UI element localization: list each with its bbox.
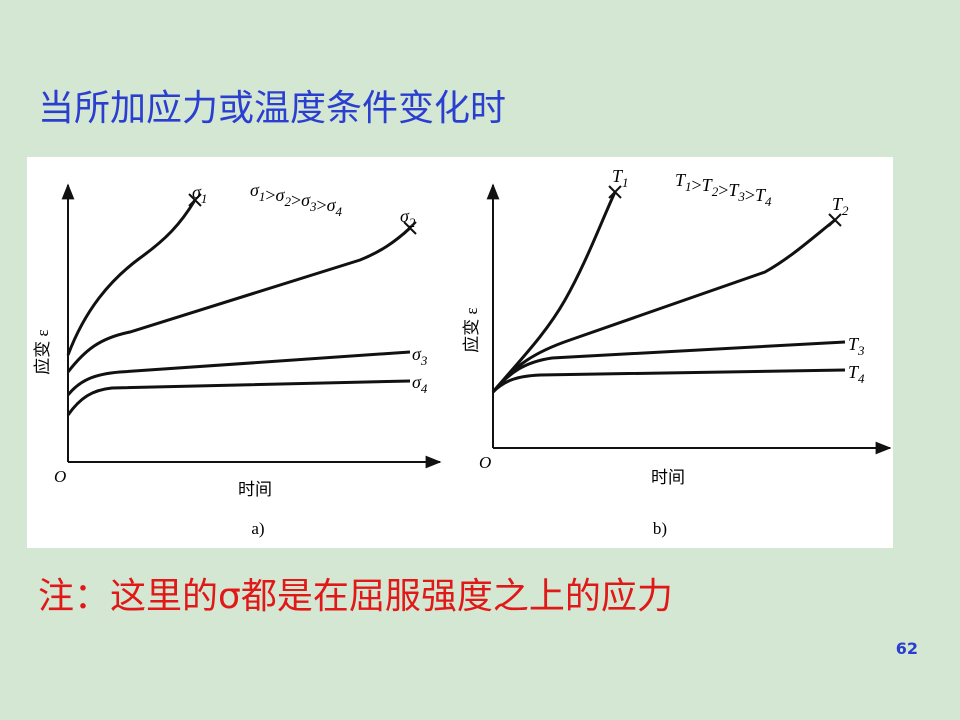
origin-label: O <box>479 453 491 472</box>
curve <box>491 191 617 393</box>
curve-label: T2 <box>832 194 849 218</box>
subscript: 3 <box>420 353 428 368</box>
page-number: 62 <box>896 639 918 658</box>
subscript: 2 <box>409 215 416 230</box>
symbol: T <box>848 334 860 354</box>
curve <box>491 368 846 394</box>
figure-background <box>27 157 893 548</box>
fracture-mark <box>828 213 842 227</box>
subscript: 2 <box>712 184 719 199</box>
symbol: σ <box>301 190 311 210</box>
subscript: 1 <box>685 179 692 194</box>
symbol: T <box>848 362 860 382</box>
curve-label: σ3 <box>412 344 428 368</box>
curve-label: T4 <box>848 362 865 386</box>
subscript: 2 <box>842 203 849 218</box>
condition: T1>T2>T3>T4 <box>675 170 772 209</box>
symbol: σ <box>327 195 337 215</box>
curve-label: σ2 <box>400 206 416 230</box>
symbol: T <box>755 185 767 205</box>
curve <box>491 218 836 393</box>
curve <box>66 379 411 416</box>
x-axis-label: 时间 <box>238 480 272 499</box>
subscript: 2 <box>284 194 291 209</box>
symbol: T <box>728 180 740 200</box>
subscript: 4 <box>336 204 343 219</box>
condition: σ1>σ2>σ3>σ4 <box>250 180 343 219</box>
subscript: 1 <box>622 175 629 190</box>
y-axis-label: 应变 ε <box>462 307 481 352</box>
separator: > <box>745 185 755 205</box>
symbol: σ <box>276 185 286 205</box>
panel-caption: b) <box>653 519 667 538</box>
fracture-mark <box>403 221 417 235</box>
slide-title: 当所加应力或温度条件变化时 <box>38 88 506 129</box>
subscript: 1 <box>201 191 208 206</box>
curve <box>66 226 412 373</box>
symbol: σ <box>400 206 410 226</box>
separator: > <box>692 175 702 195</box>
note: 注：这里的σ都是在屈服强度之上的应力 <box>38 576 673 617</box>
origin-label: O <box>54 467 66 486</box>
subscript: 1 <box>259 189 266 204</box>
symbol: T <box>702 175 714 195</box>
fracture-mark <box>608 185 622 199</box>
symbol: σ <box>412 344 422 364</box>
subscript: 3 <box>857 343 865 358</box>
symbol: σ <box>192 182 202 202</box>
symbol: T <box>832 194 844 214</box>
subscript: 4 <box>858 371 865 386</box>
curve-label: σ1 <box>192 182 207 206</box>
y-axis-label: 应变 ε <box>33 329 52 374</box>
fracture-mark <box>188 193 202 207</box>
curve-label: T3 <box>848 334 865 358</box>
curve <box>66 199 197 356</box>
symbol: T <box>612 166 624 186</box>
subscript: 4 <box>765 194 772 209</box>
panel-caption: a) <box>251 519 264 538</box>
subscript: 3 <box>737 189 745 204</box>
symbol: T <box>675 170 687 190</box>
separator: > <box>265 185 275 205</box>
separator: > <box>316 195 326 215</box>
subscript: 3 <box>309 199 317 214</box>
subscript: 4 <box>421 381 428 396</box>
separator: > <box>291 190 301 210</box>
symbol: σ <box>412 372 422 392</box>
curve-label: T1 <box>612 166 629 190</box>
symbol: σ <box>250 180 260 200</box>
curve <box>66 350 411 396</box>
curve-label: σ4 <box>412 372 428 396</box>
x-axis-label: 时间 <box>651 468 685 487</box>
separator: > <box>718 180 728 200</box>
